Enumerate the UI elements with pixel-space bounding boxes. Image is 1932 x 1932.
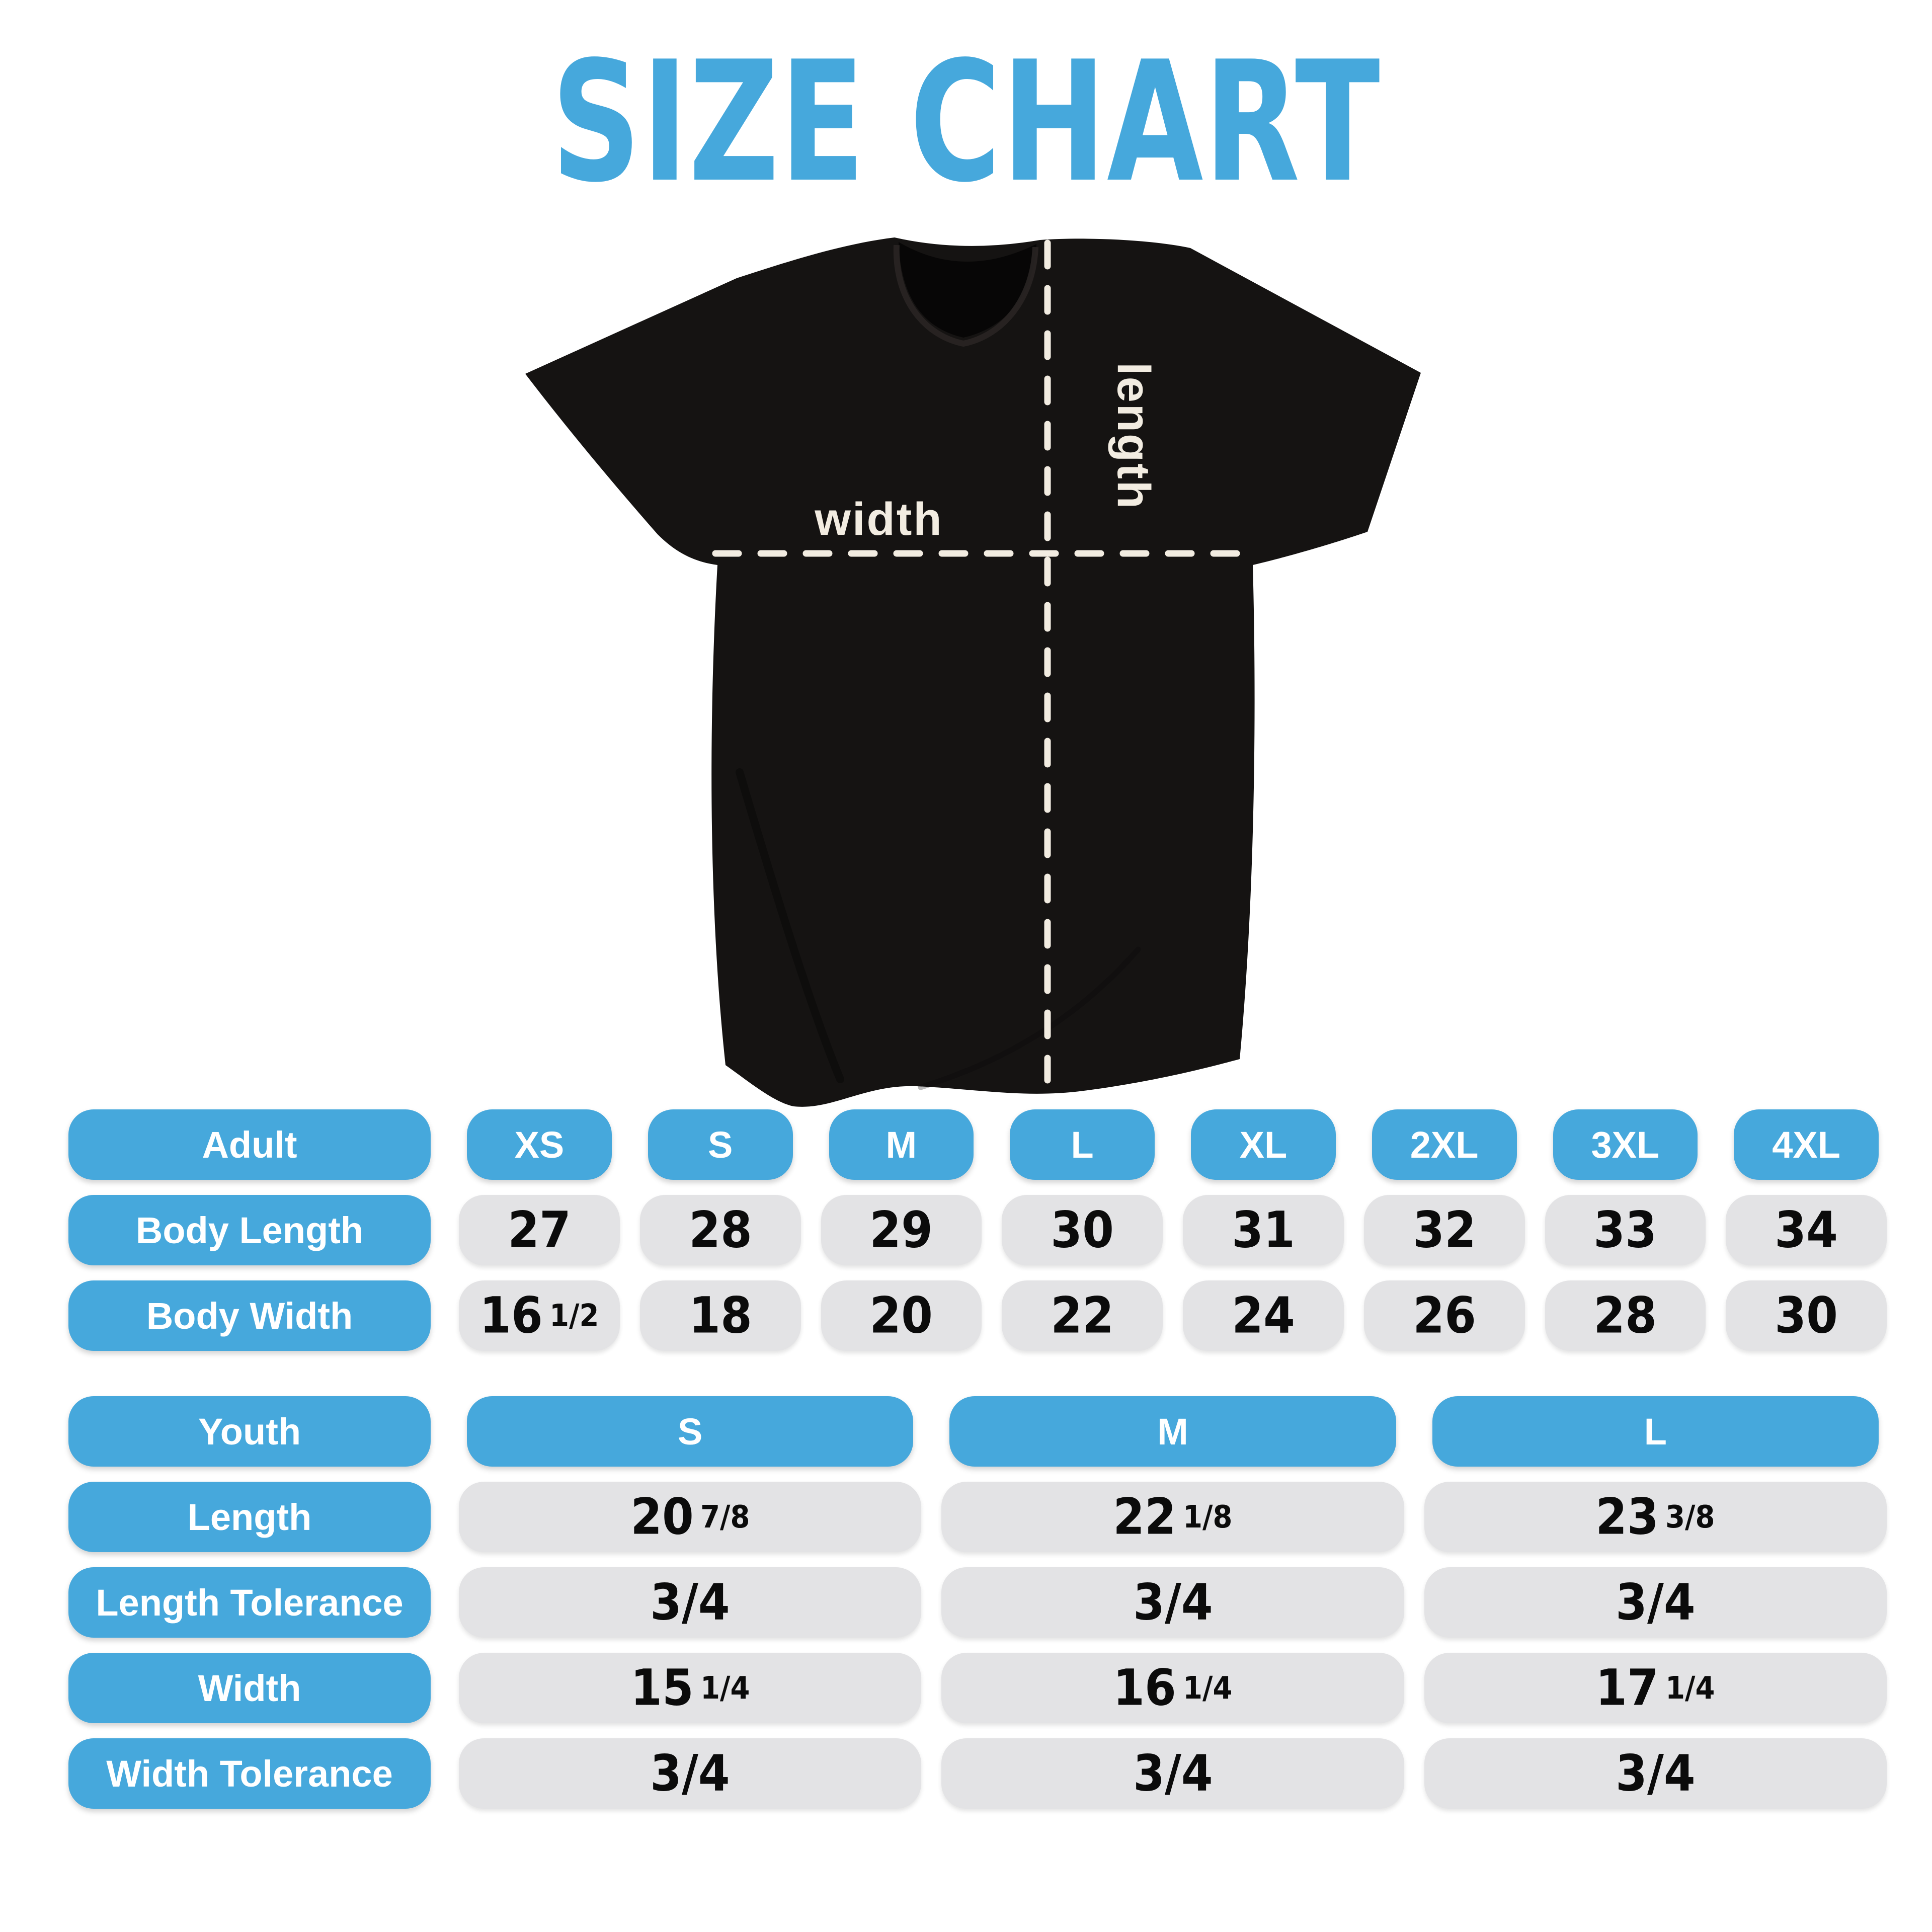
size-header-cell: XS: [467, 1109, 612, 1180]
youth-size-table: Youth S M L Length 20 7/8 22 1/8 23 3/8 Length Tole…: [68, 1396, 1887, 1809]
value-cell: 16 1/2: [459, 1280, 620, 1351]
size-header-cell: L: [1432, 1396, 1879, 1467]
fraction: 1/8: [1183, 1498, 1233, 1535]
tshirt-collar-band: [893, 245, 1038, 347]
value-cell: 29: [821, 1195, 982, 1265]
value-cell: 23 3/8: [1424, 1482, 1887, 1552]
fraction: 7/8: [700, 1498, 750, 1535]
fraction: 1/4: [1183, 1669, 1233, 1706]
row-label-cell: Body Width: [68, 1280, 431, 1351]
size-header-cell: 2XL: [1372, 1109, 1517, 1180]
value-cell: 34: [1726, 1195, 1887, 1265]
value-cell: 33: [1545, 1195, 1706, 1265]
fraction: 1/4: [1665, 1669, 1715, 1706]
size-header-cell: 4XL: [1734, 1109, 1879, 1180]
tshirt-fold-shadow: [736, 768, 844, 1083]
value-cell: 3/4: [941, 1567, 1404, 1638]
value-cell: 26: [1363, 1280, 1525, 1351]
value-cell: 3/4: [1424, 1567, 1887, 1638]
value-cell: 32: [1363, 1195, 1525, 1265]
size-header-cell: M: [949, 1396, 1396, 1467]
table-title-cell: Adult: [68, 1109, 431, 1180]
value-cell: 3/4: [459, 1567, 922, 1638]
value-cell: 16 1/4: [941, 1653, 1404, 1723]
size-header-cell: M: [829, 1109, 974, 1180]
row-label-cell: Width: [68, 1653, 431, 1723]
value-cell: 3/4: [941, 1738, 1404, 1809]
table-title-cell: Youth: [68, 1396, 431, 1467]
value-cell: 15 1/4: [459, 1653, 922, 1723]
row-label-cell: Length Tolerance: [68, 1567, 431, 1638]
value-cell: 17 1/4: [1424, 1653, 1887, 1723]
tshirt-measurement-diagram: width length: [525, 237, 1421, 1107]
value-cell: 24: [1183, 1280, 1344, 1351]
value-cell: 18: [639, 1280, 801, 1351]
width-label: width: [814, 494, 943, 545]
tshirt-silhouette: [525, 237, 1421, 1107]
row-label-cell: Width Tolerance: [68, 1738, 431, 1809]
size-header-cell: S: [648, 1109, 793, 1180]
size-header-cell: 3XL: [1553, 1109, 1698, 1180]
size-header-cell: XL: [1191, 1109, 1336, 1180]
adult-size-table: Adult XS S M L XL 2XL 3XL 4XL Body Length 27 28 29 30…: [68, 1109, 1887, 1351]
value-cell: 30: [1002, 1195, 1163, 1265]
tshirt-neck-opening: [899, 242, 1036, 338]
row-label-cell: Body Length: [68, 1195, 431, 1265]
value-cell: 31: [1183, 1195, 1344, 1265]
size-header-cell: L: [1010, 1109, 1155, 1180]
value-cell: 22 1/8: [941, 1482, 1404, 1552]
value-cell: 22: [1002, 1280, 1163, 1351]
value-cell: 3/4: [459, 1738, 922, 1809]
value-cell: 30: [1726, 1280, 1887, 1351]
fraction: 3/8: [1665, 1498, 1715, 1535]
value-cell: 3/4: [1424, 1738, 1887, 1809]
tshirt-fold-shadow: [918, 946, 1141, 1090]
value-cell: 28: [639, 1195, 801, 1265]
value-cell: 20 7/8: [459, 1482, 922, 1552]
value-cell: 27: [459, 1195, 620, 1265]
size-header-cell: S: [467, 1396, 914, 1467]
length-label: length: [1108, 362, 1159, 510]
fraction: 1/2: [549, 1297, 599, 1334]
value-cell: 28: [1545, 1280, 1706, 1351]
page-title: SIZE CHART: [551, 26, 1381, 219]
row-label-cell: Length: [68, 1482, 431, 1552]
value-cell: 20: [821, 1280, 982, 1351]
fraction: 1/4: [700, 1669, 750, 1706]
